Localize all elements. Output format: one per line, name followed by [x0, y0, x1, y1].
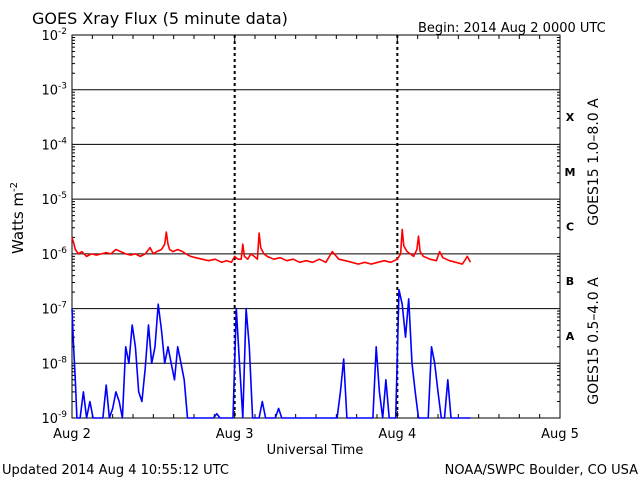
series-line-long	[71, 228, 472, 265]
y-tick-label: 10-3	[41, 82, 67, 99]
y-tick-label: 10-7	[41, 301, 67, 318]
updated-time: Updated 2014 Aug 4 10:55:12 UTC	[2, 463, 229, 478]
y-axis-label: Watts m-2	[9, 182, 27, 254]
legend-series-long: GOES15 1.0–8.0 A	[586, 98, 602, 226]
y-tick-label: 10-9	[41, 410, 67, 427]
flare-class-label: X	[566, 111, 575, 124]
x-tick-label: Aug 5	[541, 427, 579, 442]
flare-class-label: M	[565, 166, 576, 179]
y-tick-label: 10-5	[41, 191, 67, 208]
plot-area: 10-9 10-8 10-7 10-6 10-5 10-4 10-3 10-2 Aug 2 Aug…	[41, 27, 578, 442]
begin-time: Begin: 2014 Aug 2 0000 UTC	[418, 21, 606, 36]
flare-class-label: A	[566, 330, 575, 343]
series-line-short	[71, 289, 471, 419]
x-tick-label: Aug 4	[378, 427, 416, 442]
flare-class-label: C	[566, 221, 574, 234]
y-tick-label: 10-6	[41, 246, 67, 263]
y-tick-label: 10-2	[41, 27, 67, 44]
legend-series-short: GOES15 0.5–4.0 A	[586, 277, 602, 405]
y-tick-label: 10-8	[41, 355, 67, 372]
x-axis-label: Universal Time	[267, 443, 364, 458]
x-tick-label: Aug 2	[53, 427, 91, 442]
credit-text: NOAA/SWPC Boulder, CO USA	[445, 463, 638, 478]
y-tick-label: 10-4	[41, 136, 67, 153]
x-tick-label: Aug 3	[216, 427, 254, 442]
chart-title: GOES Xray Flux (5 minute data)	[32, 9, 288, 28]
flare-class-label: B	[566, 275, 574, 288]
